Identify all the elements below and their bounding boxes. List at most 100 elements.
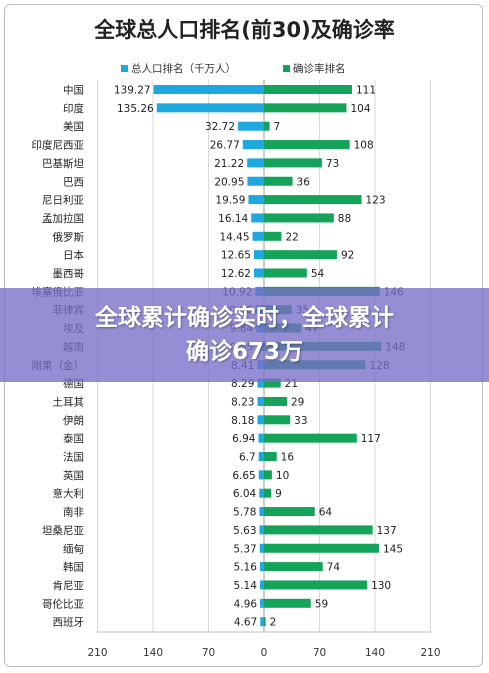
data-label-confirmed: 123 [366,195,386,207]
bar-confirmed [264,598,311,608]
bar-confirmed [264,452,277,461]
data-label-population: 6.94 [232,433,256,445]
data-label-confirmed: 108 [354,140,374,152]
category-label: 巴基斯坦 [42,157,84,170]
bar-confirmed [264,176,293,186]
category-label: 意大利 [53,487,85,500]
banner-line-2: 确诊673万 [185,339,303,365]
category-label: 南非 [63,506,84,519]
bar-confirmed [264,617,266,627]
bar-population [259,580,264,590]
bar-population [258,452,264,461]
data-label-confirmed: 16 [281,452,295,464]
bar-confirmed [264,396,287,406]
data-label-population: 12.62 [221,268,251,280]
category-label: 缅甸 [63,542,84,555]
bar-population [253,250,264,260]
data-label-population: 21.22 [214,158,244,170]
data-label-confirmed: 22 [285,231,298,243]
bar-population [260,617,264,627]
data-label-population: 5.78 [233,507,256,519]
x-tick-label: 70 [313,647,326,659]
bar-population [258,433,264,443]
data-label-population: 5.14 [234,580,258,592]
data-label-population: 135.26 [117,103,154,115]
category-label: 尼日利亚 [42,195,84,207]
data-label-confirmed: 36 [297,176,311,188]
bar-confirmed [264,103,347,113]
bar-confirmed [264,231,282,241]
data-label-confirmed: 145 [383,543,403,555]
category-label: 韩国 [63,561,84,574]
data-label-confirmed: 10 [276,470,289,482]
data-label-population: 5.63 [233,525,256,537]
category-label: 坦桑尼亚 [42,524,84,537]
data-label-population: 139.27 [114,85,151,97]
bar-confirmed [264,507,315,517]
category-label: 美国 [63,120,84,133]
category-label: 英国 [63,469,84,482]
legend-swatch-confirmed [283,65,290,72]
bar-confirmed [264,543,379,553]
category-label: 中国 [63,84,84,97]
data-label-population: 8.18 [231,415,254,427]
data-label-confirmed: 111 [356,85,376,97]
data-label-confirmed: 54 [311,268,325,280]
bar-confirmed [264,433,357,443]
data-label-population: 4.67 [234,617,257,629]
bar-confirmed [264,195,362,205]
bar-confirmed [264,268,307,278]
data-label-confirmed: 73 [326,158,339,170]
legend-label-confirmed: 确诊率排名 [293,62,346,75]
category-label: 巴西 [63,176,84,188]
x-tick-label: 0 [261,647,268,659]
category-label: 肯尼亚 [53,579,85,592]
bar-confirmed [264,378,281,388]
x-tick-label: 140 [143,647,163,659]
data-label-confirmed: 137 [377,525,397,537]
category-label: 日本 [63,249,84,262]
bar-confirmed [264,562,323,572]
data-label-population: 8.23 [231,396,254,408]
data-label-confirmed: 59 [315,598,328,610]
legend-swatch-population [121,65,128,72]
category-label: 伊朗 [63,415,84,427]
data-label-population: 32.72 [205,121,235,133]
data-label-confirmed: 33 [294,415,307,427]
bar-population [251,213,264,223]
bar-population [242,140,264,150]
bar-population [156,103,264,113]
bar-confirmed [264,213,334,223]
bar-population [260,598,264,608]
data-label-confirmed: 29 [291,396,304,408]
data-label-confirmed: 104 [350,103,370,115]
bar-population [248,195,264,205]
data-label-confirmed: 64 [319,507,333,519]
category-label: 泰国 [63,432,84,445]
category-label: 孟加拉国 [42,212,84,225]
bar-population [259,507,264,517]
legend-label-population: 总人口排名（千万人） [131,62,236,75]
bar-population [247,158,264,168]
bar-population [259,488,264,498]
bar-population [247,176,264,186]
category-label: 印度 [63,102,84,115]
data-label-confirmed: 117 [361,433,381,445]
data-label-population: 6.7 [239,452,256,464]
bar-confirmed [264,250,337,260]
bar-population [252,231,264,241]
bar-confirmed [264,140,350,150]
chart-title: 全球总人口排名(前30)及确诊率 [94,18,395,42]
x-tick-label: 70 [202,647,215,659]
bar-population [253,268,264,278]
overlay-banner: 全球累计确诊实时，全球累计 确诊673万 [0,288,489,382]
bar-confirmed [264,158,322,168]
data-label-population: 6.65 [232,470,255,482]
banner-line-1: 全球累计确诊实时，全球累计 [95,305,394,331]
category-label: 墨西哥 [53,268,85,280]
data-label-confirmed: 9 [275,488,282,500]
data-label-confirmed: 74 [327,562,341,574]
data-label-confirmed: 130 [371,580,391,592]
bar-confirmed [264,580,368,590]
category-label: 西班牙 [53,617,85,629]
